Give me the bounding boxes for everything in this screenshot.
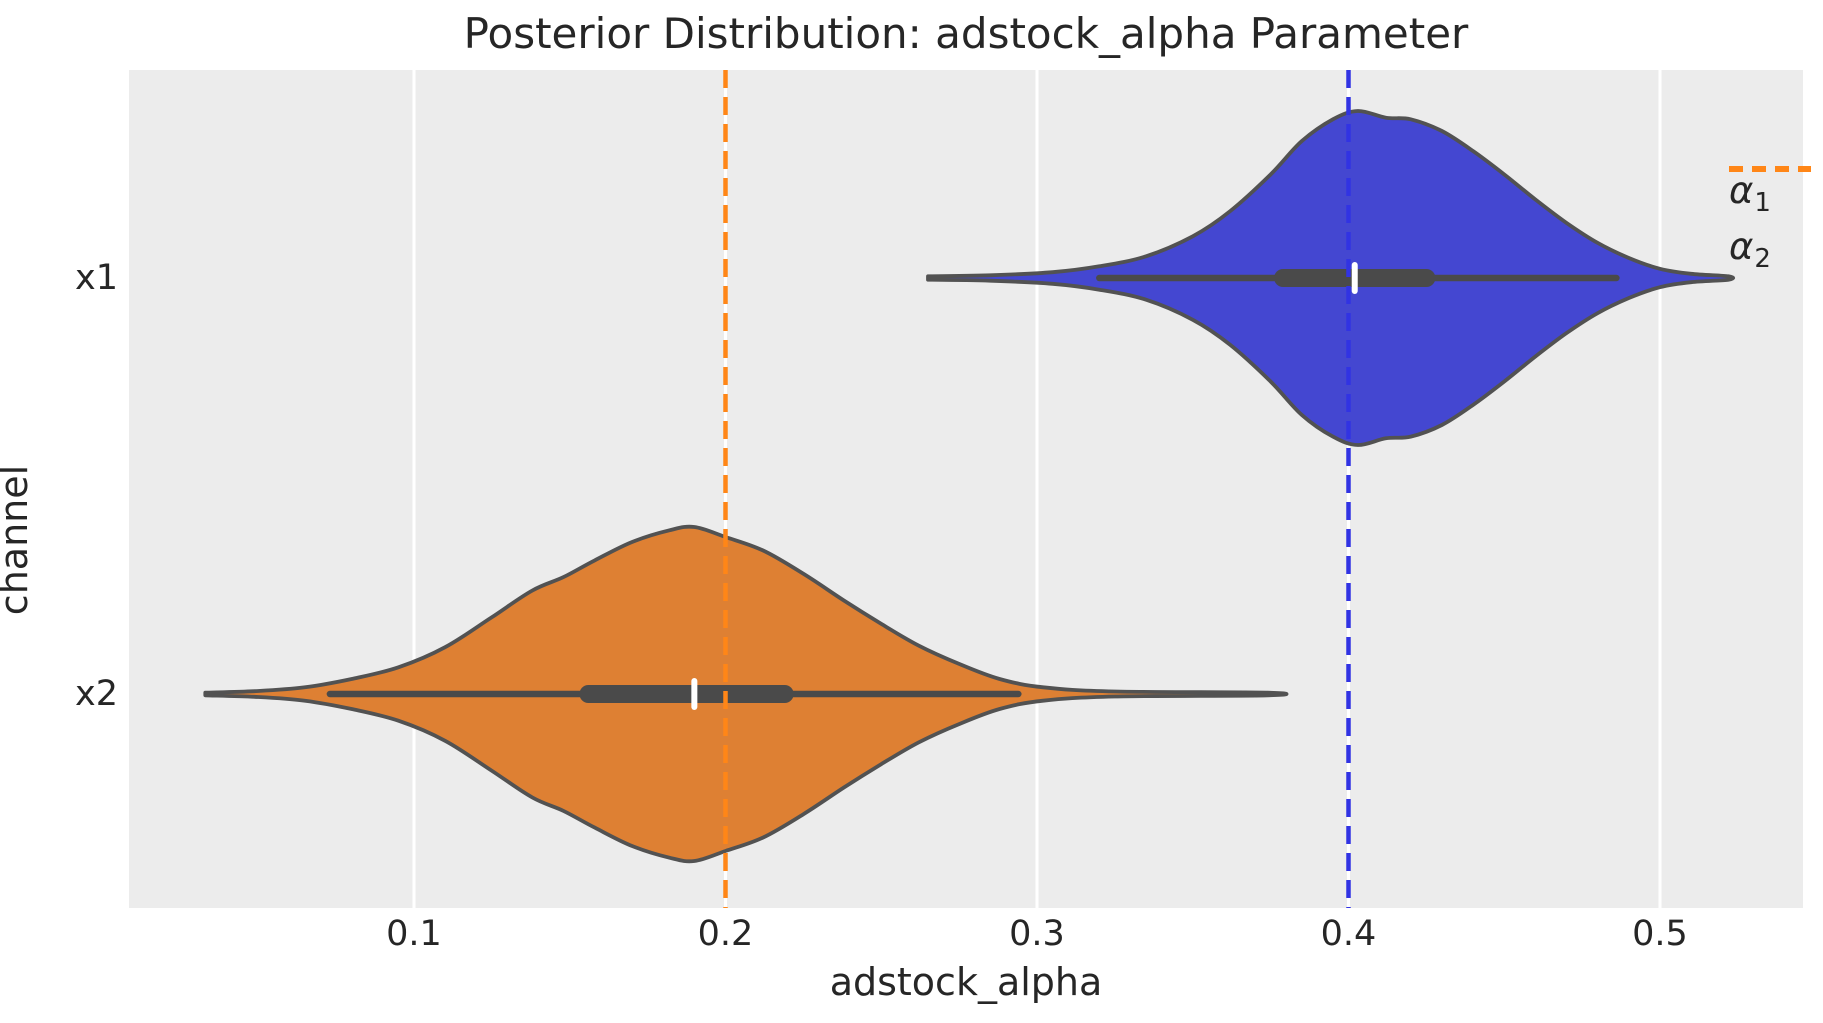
legend: α1 α2	[1729, 166, 1811, 278]
x-tick-label-0.4: 0.4	[1320, 914, 1377, 954]
x-tick-label-0.1: 0.1	[386, 914, 442, 954]
x-tick-label-0.5: 0.5	[1632, 914, 1688, 954]
x-tick-label-0.3: 0.3	[1009, 914, 1065, 954]
legend-entry-α1: α1	[1729, 166, 1811, 222]
legend-label: α2	[1729, 225, 1771, 274]
y-tick-label-x1: x1	[75, 258, 118, 298]
chart-title: Posterior Distribution: adstock_alpha Pa…	[463, 9, 1469, 58]
y-tick-label-x2: x2	[75, 674, 118, 714]
x-axis-label: adstock_alpha	[829, 960, 1103, 1004]
x-tick-label-0.2: 0.2	[697, 914, 754, 954]
legend-entry-α2: α2	[1729, 166, 1811, 278]
violin-plot-canvas	[203, 70, 1736, 908]
plot-area: α1 α2	[129, 70, 1811, 908]
legend-label: α1	[1729, 169, 1771, 218]
